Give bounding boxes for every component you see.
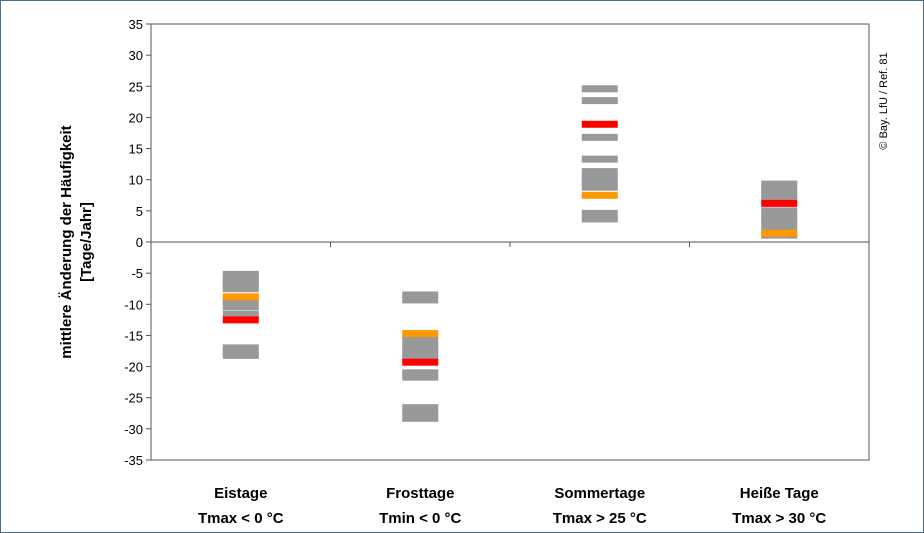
data-mark-gray [402,296,439,304]
data-mark-gray [581,85,618,93]
data-mark-gray [402,414,439,422]
data-mark-gray [222,281,259,289]
data-mark-gray [222,285,259,293]
data-mark-gray [402,354,439,362]
y-tick-label: 15 [129,142,143,157]
data-mark-gray [402,349,439,357]
y-axis-label-line1: mittlere Änderung der Häufigkeit [58,125,75,358]
y-tick-label: -15 [124,328,143,343]
y-tick-label: -35 [124,453,143,468]
data-mark-gray [761,180,798,188]
data-mark-gray [581,173,618,181]
data-mark-gray [222,344,259,352]
data-mark-gray [761,217,798,225]
data-mark-gray [402,409,439,417]
data-mark-gray [402,345,439,353]
data-mark-gray [581,209,618,217]
y-axis-label-line2: [Tage/Jahr] [78,202,95,282]
data-mark-gray [402,341,439,349]
data-mark-gray [581,133,618,141]
category-label-line2: Tmax > 30 °C [732,510,826,527]
data-mark-gray [761,196,798,204]
data-mark-gray [761,191,798,199]
data-marks [222,85,798,422]
category-label-line2: Tmax > 25 °C [553,510,647,527]
data-mark-orange [761,229,798,237]
data-mark-gray [222,277,259,285]
category-label-line1: Frosttage [386,485,454,502]
data-mark-gray [581,215,618,223]
data-mark-orange [402,330,439,338]
data-mark-red [581,120,618,128]
category-label-line2: Tmax < 0 °C [198,510,284,527]
data-mark-gray [222,270,259,278]
data-mark-gray [402,291,439,299]
y-tick-label: 20 [129,110,143,125]
category-label-line1: Sommertage [554,485,645,502]
y-tick-label: 0 [136,235,143,250]
y-tick-label: -10 [124,297,143,312]
data-mark-gray [761,211,798,219]
y-tick-label: -30 [124,422,143,437]
data-mark-gray [581,97,618,105]
y-tick-label: -20 [124,360,143,375]
y-tick-label: 10 [129,173,143,188]
y-tick-label: -25 [124,391,143,406]
data-mark-gray [402,404,439,412]
data-mark-gray [402,336,439,344]
y-tick-label: 25 [129,79,143,94]
x-axis-ticks: Eistage Tmax < 0 °C Frosttage Tmin < 0 °C So… [150,242,870,527]
data-mark-gray [761,185,798,193]
category-label-line1: Heiße Tage [740,485,819,502]
data-mark-orange [222,293,259,301]
y-tick-label: -5 [131,266,143,281]
y-axis-ticks: 35 30 25 20 15 10 5 0 -5 -10 -15 -20 -25 -30 -35 [124,17,151,468]
data-mark-gray [222,297,259,305]
data-mark-red [761,199,798,207]
data-mark-orange [581,191,618,199]
data-mark-gray [402,369,439,377]
data-mark-gray [761,221,798,229]
data-mark-gray [222,310,259,318]
copyright-credit: © Bay. LfU / Ref. 81 [878,52,890,149]
category-label-line1: Eistage [214,485,267,502]
data-mark-gray [581,155,618,163]
y-tick-label: 30 [129,48,143,63]
data-mark-gray [581,168,618,176]
y-tick-label: 35 [129,17,143,32]
data-mark-gray [222,348,259,356]
data-mark-gray [581,178,618,186]
data-mark-gray [402,373,439,381]
data-mark-red [222,316,259,324]
data-mark-gray [761,207,798,215]
category-label-line2: Tmin < 0 °C [379,510,461,527]
data-mark-gray [581,183,618,191]
data-mark-red [402,358,439,366]
data-mark-gray [222,351,259,359]
y-tick-label: 5 [136,204,143,219]
data-mark-gray [222,303,259,311]
